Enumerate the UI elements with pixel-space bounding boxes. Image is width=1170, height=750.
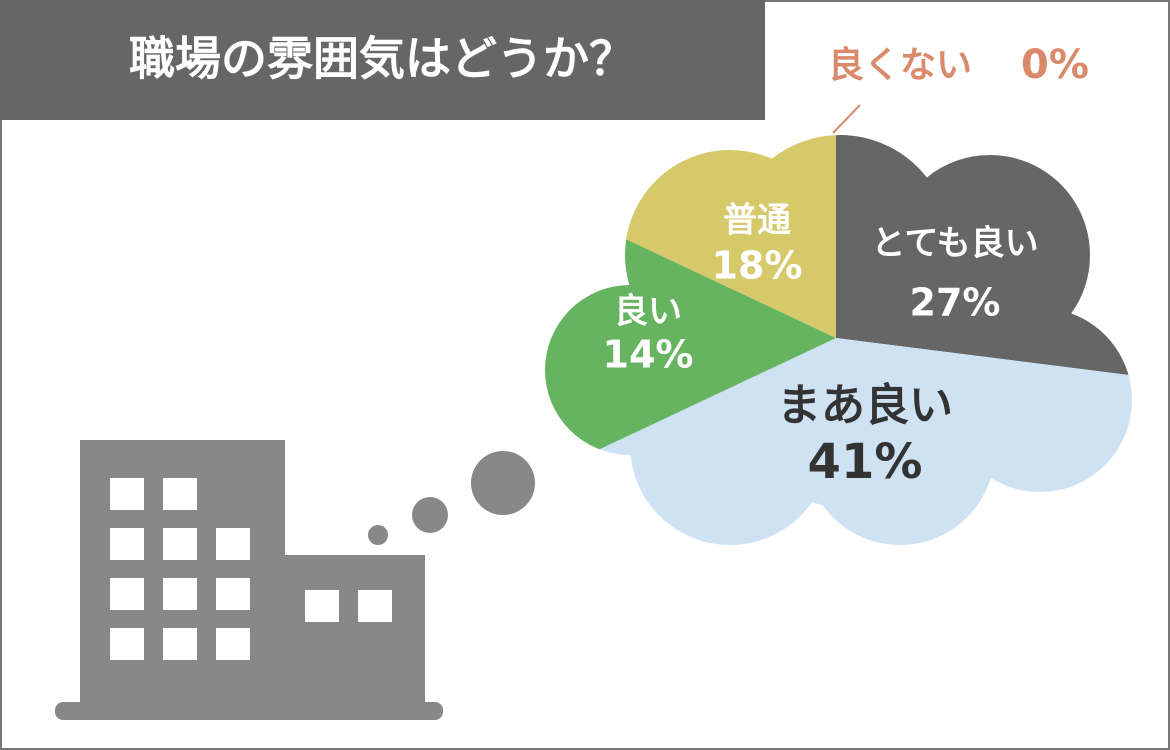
pie-slice [545,338,1132,545]
value-label: 41% [808,434,923,490]
title-box [0,0,765,120]
value-label: 14% [603,333,694,377]
chart-title: 職場の雰囲気はどうか？ [129,32,635,86]
pie-slice [545,159,836,517]
value-label: 0% [1021,42,1089,88]
slice-name: 良い [614,292,682,332]
slice-name: 良くない [828,45,972,86]
slice-name: まあ良い [777,380,953,431]
slice-name: 普通 [723,201,791,241]
building [55,440,535,720]
pie-slice [545,135,836,338]
slice-name: とても良い [871,224,1038,264]
value-label: 18% [712,244,803,288]
windows [110,478,392,660]
leader-line [832,104,861,134]
value-label: 27% [910,281,1001,325]
